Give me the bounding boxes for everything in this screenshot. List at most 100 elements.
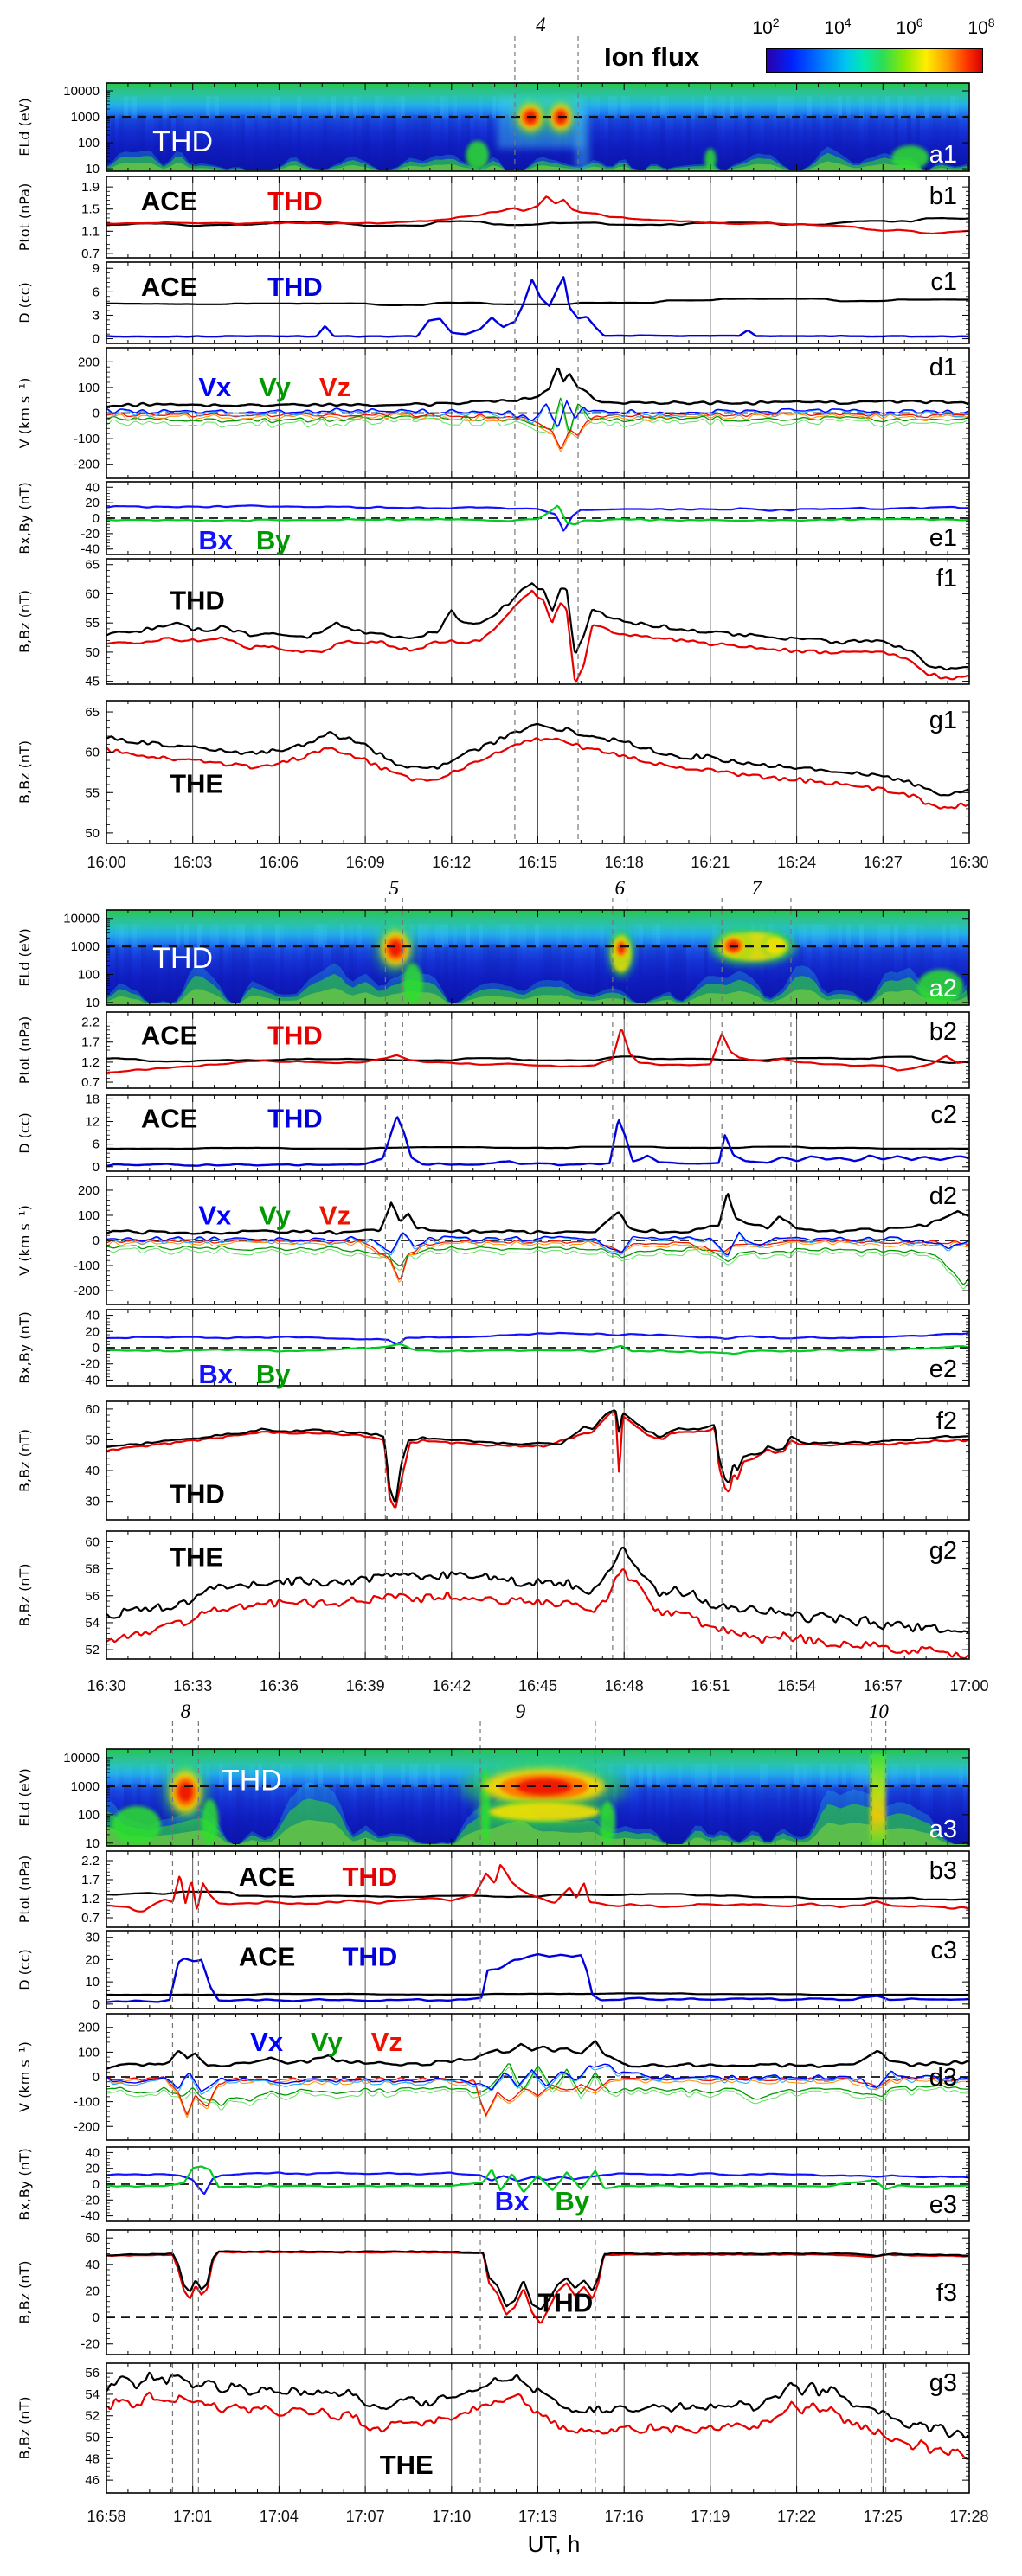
series-Bz: [106, 1410, 969, 1509]
series-V: [106, 2040, 969, 2070]
label-vy: Vy: [259, 1200, 292, 1230]
series-THD: [106, 1953, 969, 2003]
series-Vy: [106, 402, 969, 437]
svg-text:1.7: 1.7: [81, 1873, 100, 1887]
panel-g3: 56 54 52 50 48 46 B,Bz (nT) THE g3: [16, 2362, 970, 2494]
xtick-g1-16:00: 16:00: [87, 854, 125, 871]
label-vy: Vy: [259, 372, 292, 402]
svg-text:10000: 10000: [63, 84, 100, 99]
series-B: [106, 1546, 969, 1634]
colorbar-title: Ion flux: [604, 42, 700, 72]
svg-text:65: 65: [85, 705, 100, 720]
svg-text:Bx,By (nT): Bx,By (nT): [16, 482, 33, 554]
series-V: [106, 367, 969, 408]
svg-text:D (cc): D (cc): [16, 1949, 33, 1990]
svg-text:B,Bz (nT): B,Bz (nT): [16, 590, 33, 653]
svg-text:100: 100: [78, 1808, 100, 1823]
series-Bx: [106, 2171, 969, 2195]
panel-letter-a2: a2: [929, 975, 957, 1003]
svg-text:V (km s⁻¹): V (km s⁻¹): [16, 1205, 33, 1276]
series-Vz: [106, 413, 969, 452]
panel-letter-g2: g2: [929, 1537, 957, 1565]
xtick-g2-16:57: 16:57: [864, 1677, 903, 1695]
svg-text:1000: 1000: [71, 939, 100, 954]
label-the: THE: [380, 2450, 434, 2480]
xtick-g2-17:00: 17:00: [949, 1677, 988, 1695]
svg-text:-200: -200: [74, 2119, 100, 2134]
series-THD: [106, 1864, 969, 1913]
svg-text:50: 50: [85, 645, 100, 660]
label-vy: Vy: [311, 2027, 344, 2057]
xtick-g2-16:33: 16:33: [173, 1677, 212, 1695]
svg-text:200: 200: [78, 355, 100, 369]
panel-letter-f3: f3: [936, 2279, 957, 2307]
svg-text:Ptot (nPa): Ptot (nPa): [16, 183, 33, 251]
svg-text:2.2: 2.2: [81, 1016, 100, 1030]
label-thd: THD: [152, 125, 213, 158]
svg-text:20: 20: [85, 1324, 100, 1339]
xtick-g3-17:07: 17:07: [346, 2508, 385, 2525]
label-vz: Vz: [319, 1200, 350, 1230]
svg-text:2.2: 2.2: [81, 1854, 100, 1868]
svg-text:10: 10: [85, 1836, 100, 1851]
svg-text:Ptot (nPa): Ptot (nPa): [16, 1016, 33, 1084]
svg-text:0: 0: [93, 1234, 100, 1248]
svg-text:30: 30: [85, 1495, 100, 1509]
svg-text:100: 100: [78, 1208, 100, 1223]
panel-letter-e1: e1: [929, 524, 957, 552]
series-By: [106, 504, 969, 526]
colorbar: [766, 48, 983, 73]
xtick-g3-17:16: 17:16: [605, 2508, 644, 2525]
svg-text:50: 50: [85, 1432, 100, 1447]
svg-text:0: 0: [93, 1160, 100, 1175]
panel-c1: 9 6 3 0 D (cc) ACE THD c1: [16, 261, 970, 347]
xtick-g3-17:13: 17:13: [518, 2508, 557, 2525]
xtick-g1-16:27: 16:27: [864, 854, 903, 871]
series-THD: [106, 1029, 969, 1073]
svg-text:6: 6: [93, 1137, 100, 1152]
label-ace: ACE: [141, 1103, 197, 1133]
series-Vy: [106, 1245, 969, 1285]
series-ACE: [106, 298, 969, 306]
colorbar-tick: 108: [967, 16, 995, 38]
series-B: [106, 582, 969, 671]
xtick-g3-17:19: 17:19: [691, 2508, 730, 2525]
svg-text:60: 60: [85, 1402, 100, 1417]
panel-b1: 1.9 1.5 1.1 0.7 Ptot (nPa) ACE THD b1: [16, 176, 970, 261]
xtick-g1-16:21: 16:21: [691, 854, 730, 871]
svg-text:B,Bz (nT): B,Bz (nT): [16, 2397, 33, 2460]
xtick-g2-16:45: 16:45: [518, 1677, 557, 1695]
event-label-4: 4: [536, 14, 546, 35]
series-Vx: [106, 1231, 969, 1256]
xtick-g2-16:39: 16:39: [346, 1677, 385, 1695]
series-Bx: [106, 504, 969, 532]
panel-letter-e2: e2: [929, 1355, 957, 1383]
svg-text:-100: -100: [74, 432, 100, 446]
svg-text:-40: -40: [80, 2209, 100, 2224]
series-Bz: [106, 2391, 969, 2460]
label-vx: Vx: [198, 1200, 232, 1230]
series-Bz: [106, 589, 969, 683]
svg-text:10: 10: [85, 996, 100, 1010]
svg-text:58: 58: [85, 1562, 100, 1577]
series-Vy: [106, 2063, 969, 2106]
xtick-g1-16:24: 16:24: [777, 854, 816, 871]
svg-text:-20: -20: [80, 1357, 100, 1372]
xtick-g1-16:06: 16:06: [260, 854, 299, 871]
series-Vx: [106, 400, 969, 428]
svg-text:40: 40: [85, 480, 100, 495]
event-label-10: 10: [869, 1701, 890, 1722]
svg-text:B,Bz (nT): B,Bz (nT): [16, 740, 33, 804]
panel-d2: 200 100 0 -100 -200 V (km s⁻¹) Vx Vy Vz d2: [16, 1176, 970, 1305]
svg-text:ELd (eV): ELd (eV): [16, 928, 33, 987]
svg-text:200: 200: [78, 1183, 100, 1198]
xtick-g2-16:54: 16:54: [777, 1677, 816, 1695]
panel-f3: 60 40 20 0 -20 B,Bz (nT) THD f3: [16, 2229, 970, 2355]
svg-text:1000: 1000: [71, 110, 100, 125]
svg-text:40: 40: [85, 1464, 100, 1478]
series-Vx: [106, 2065, 969, 2096]
svg-text:48: 48: [85, 2451, 100, 2466]
label-the: THE: [170, 1541, 223, 1572]
label-vz: Vz: [319, 372, 350, 402]
